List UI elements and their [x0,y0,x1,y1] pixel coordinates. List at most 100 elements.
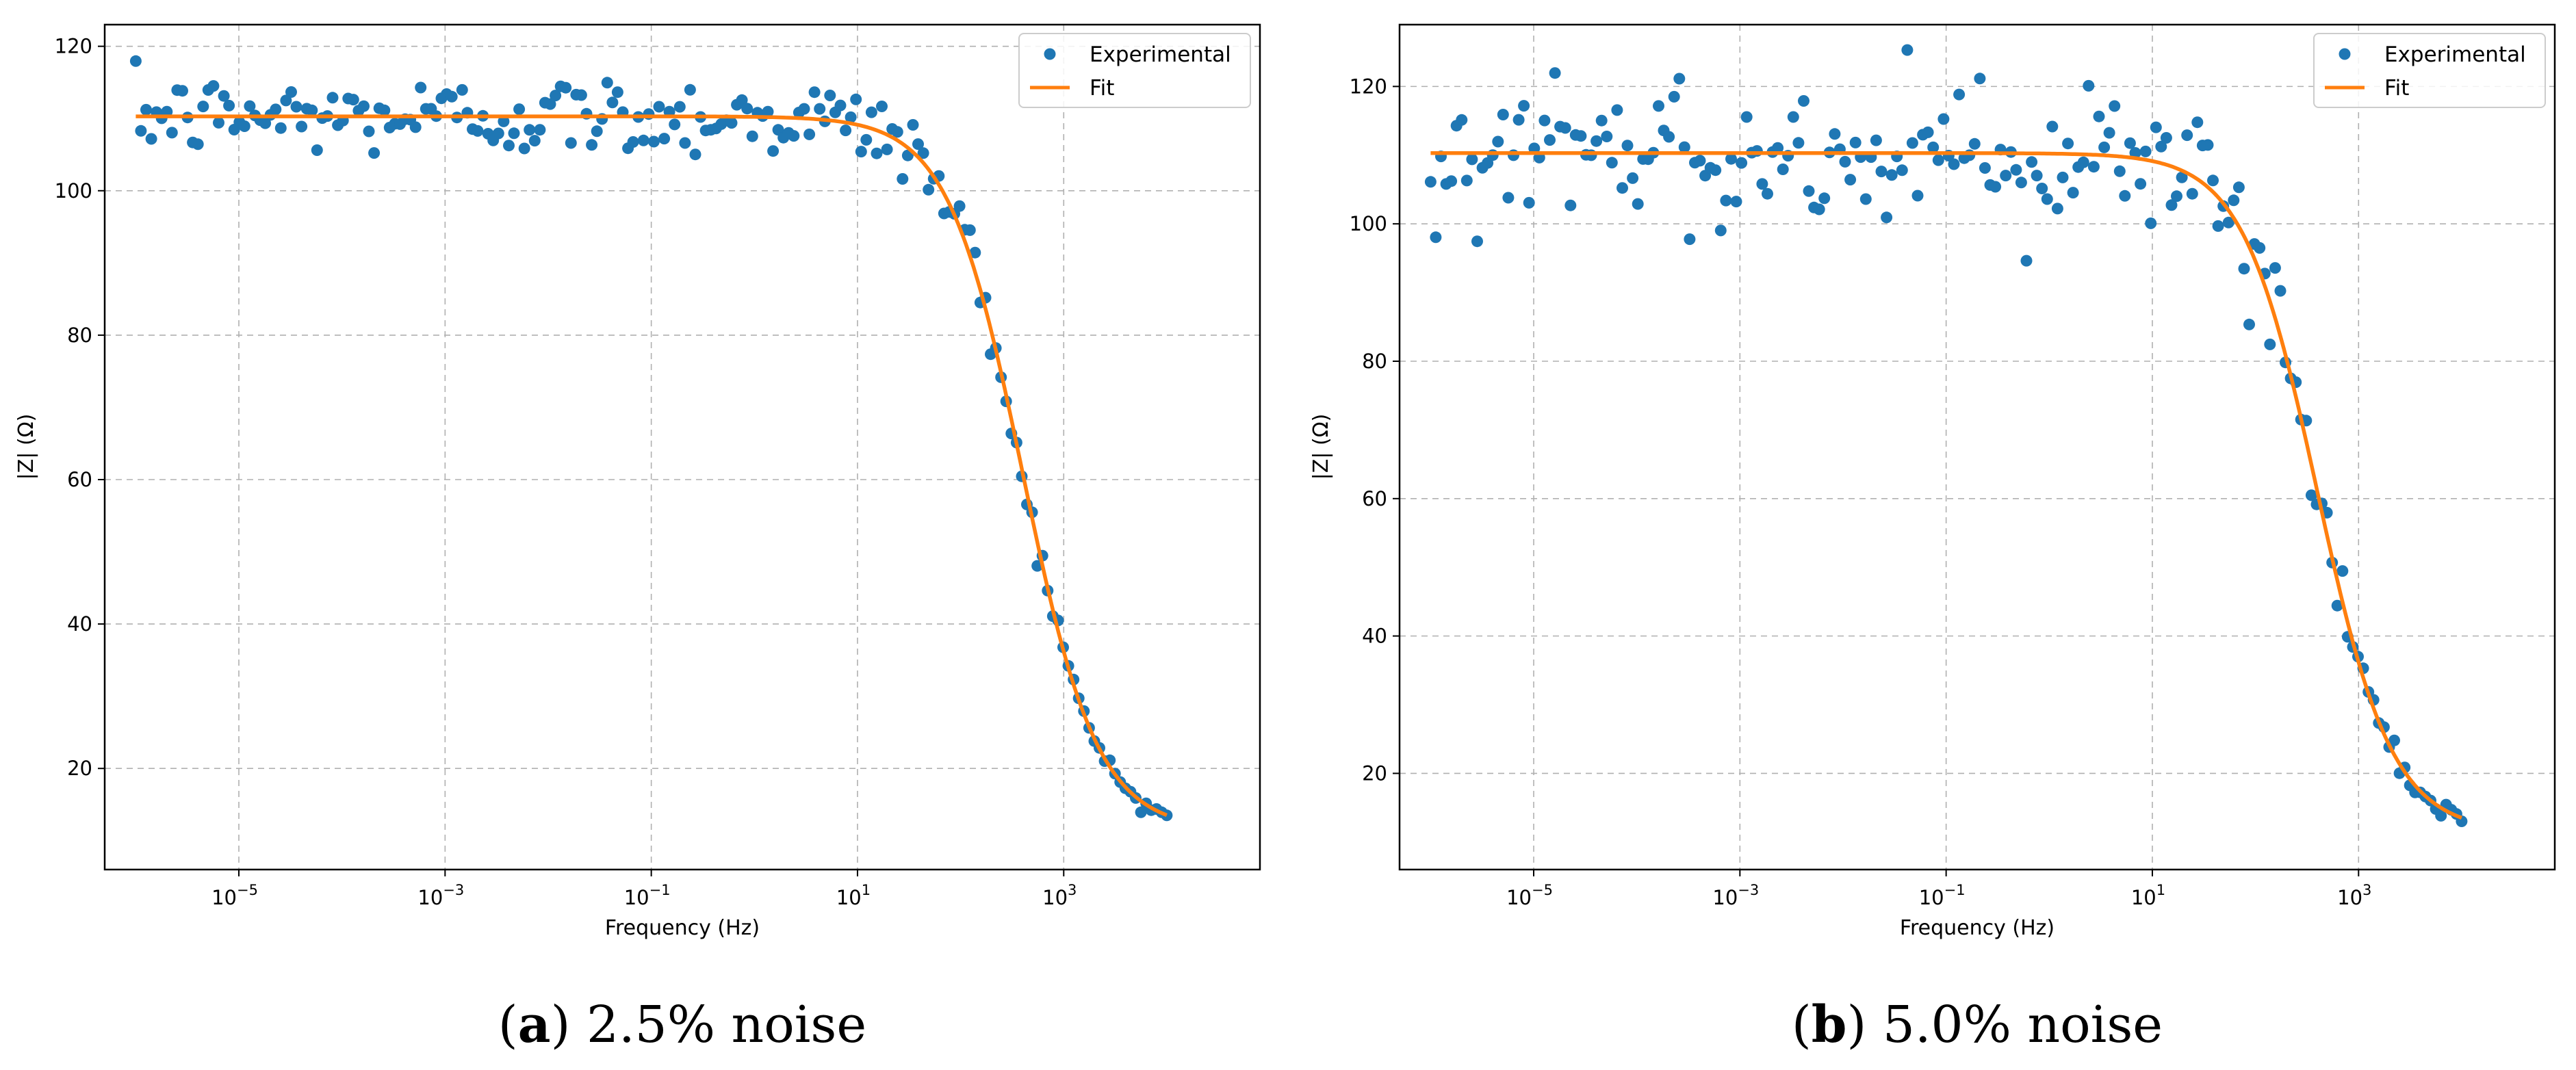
data-point [897,173,909,185]
data-point [1730,196,1742,208]
data-point [1585,149,1597,161]
data-point [1953,88,1966,101]
data-point [415,81,427,94]
data-point [1798,95,1809,107]
x-tick-exponent: −3 [443,882,464,898]
data-point [1829,128,1841,140]
data-point [2191,116,2204,129]
data-point [565,137,577,149]
data-point [492,127,504,140]
data-point [2129,147,2141,159]
data-point [803,128,816,140]
data-point [2119,190,2131,202]
data-point [586,139,598,151]
data-point [2160,132,2172,144]
y-tick-label: 120 [1350,75,1387,98]
data-point [1523,196,1535,209]
x-tick-label: 101 [836,882,871,909]
data-point [1559,122,1571,134]
data-point [1492,135,1504,148]
x-tick-label: 103 [2337,882,2371,909]
data-point [1989,181,2002,193]
data-point [2015,177,2027,189]
data-point [1762,187,1773,200]
data-point [363,125,375,138]
x-tick-exponent: 3 [1068,882,1077,898]
x-tick-label: 10−5 [1506,882,1553,909]
data-point [1456,114,1468,126]
data-point [2222,216,2234,229]
data-point [673,101,686,113]
x-tick-label: 103 [1042,882,1077,909]
x-tick-exponent: 3 [2362,882,2371,898]
data-point [1844,174,1857,186]
data-point [306,104,318,116]
data-point [368,147,381,159]
data-point [834,99,847,112]
data-point [1445,175,1458,187]
data-point [798,103,810,115]
data-point [270,103,282,116]
data-point [1502,192,1515,204]
y-tick-label: 80 [1362,350,1387,373]
data-point [627,136,639,148]
data-point [513,103,526,116]
x-tick-label: 10−1 [624,882,671,909]
y-tick-label: 100 [1350,212,1387,235]
data-point [2176,171,2188,183]
data-point [135,125,147,137]
data-point [244,100,256,112]
data-point [814,103,826,115]
data-point [1772,142,1784,154]
data-point [1714,224,1727,237]
data-point [2305,489,2317,501]
caption-a: (a) 2.5% noise [498,995,867,1054]
data-point [2232,181,2245,194]
data-point [1424,176,1437,188]
y-tick-label: 20 [1362,761,1387,785]
data-point [2228,194,2240,207]
data-point [891,126,903,138]
data-point [850,93,862,105]
data-point [259,117,272,129]
data-point [767,145,780,157]
fit-line [136,114,1168,818]
data-point [2150,121,2162,133]
y-tick-label: 120 [55,35,92,58]
data-point [601,77,613,89]
data-point [658,133,671,145]
data-point [1601,131,1613,142]
y-tick-label: 40 [1362,625,1387,648]
data-point [881,143,893,155]
data-point [1818,192,1831,205]
data-point [1564,199,1577,211]
data-point [524,124,536,136]
data-point [2020,255,2033,267]
data-point [1968,138,1981,150]
x-tick-base: 10 [2337,886,2362,909]
data-point [1777,164,1789,175]
data-point [669,118,681,131]
y-tick-label: 80 [67,324,92,347]
data-point [1937,113,1950,125]
data-point [409,121,422,133]
data-point [1497,109,1509,120]
data-point [498,115,510,127]
data-point [1466,153,1478,166]
data-point [606,96,619,109]
data-point [1725,153,1737,165]
data-point [2036,183,2048,194]
plot-frame [1398,23,2556,871]
data-point [326,92,339,104]
data-point [1792,137,1805,149]
data-point [1839,155,1851,168]
data-point [2243,318,2255,330]
x-tick-base: 10 [1919,886,1944,909]
y-axis-label: |Z| (Ω) [1309,414,1333,480]
data-point [1948,158,1960,170]
data-point [2062,138,2074,150]
data-point [1881,211,1893,224]
data-point [845,111,857,123]
data-point [1508,149,1519,161]
data-point [456,83,468,96]
